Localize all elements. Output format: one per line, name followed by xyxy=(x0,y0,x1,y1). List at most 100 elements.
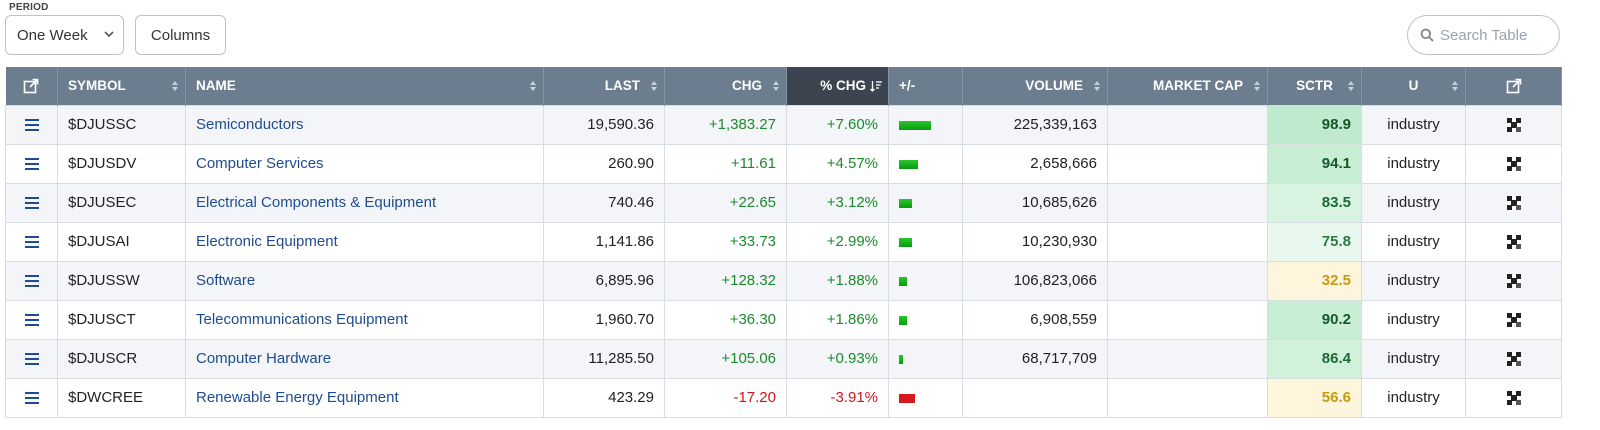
open-charts-column-header[interactable] xyxy=(1465,67,1562,105)
volume-cell: 68,717,709 xyxy=(962,338,1108,379)
change-bar xyxy=(899,315,907,325)
pct-chg-cell: -3.91% xyxy=(786,377,889,418)
last-cell: 6,895.96 xyxy=(543,260,665,301)
volume-cell: 6,908,559 xyxy=(962,299,1108,340)
chart-link-button[interactable] xyxy=(1465,182,1562,223)
market-cap-header-label: MARKET CAP xyxy=(1153,78,1243,94)
table-row[interactable]: $DJUSDV Computer Services 260.90 +11.61 +4.5… xyxy=(5,143,1562,184)
period-select[interactable]: One Week xyxy=(5,15,124,55)
last-cell: 1,960.70 xyxy=(543,299,665,340)
chart-link-button[interactable] xyxy=(1465,377,1562,418)
chg-cell: +36.30 xyxy=(664,299,787,340)
chart-link-button[interactable] xyxy=(1465,221,1562,262)
chg-column-header[interactable]: CHG xyxy=(664,67,787,105)
chart-icon xyxy=(1506,313,1521,328)
name-link[interactable]: Telecommunications Equipment xyxy=(185,299,544,340)
chart-link-button[interactable] xyxy=(1465,260,1562,301)
row-menu-button[interactable] xyxy=(5,143,58,184)
plus-minus-cell xyxy=(888,377,963,418)
chart-link-button[interactable] xyxy=(1465,338,1562,379)
table-header-row: SYMBOL NAME LAST CHG % CHG xyxy=(5,67,1562,105)
market-cap-cell xyxy=(1107,221,1268,262)
table-row[interactable]: $DJUSSW Software 6,895.96 +128.32 +1.88% 106,… xyxy=(5,260,1562,301)
plus-minus-cell xyxy=(888,338,963,379)
market-cap-cell xyxy=(1107,143,1268,184)
hamburger-menu-icon xyxy=(24,119,39,132)
symbol-cell: $DJUSDV xyxy=(57,143,186,184)
market-cap-cell xyxy=(1107,338,1268,379)
last-column-header[interactable]: LAST xyxy=(543,67,665,105)
name-link[interactable]: Computer Services xyxy=(185,143,544,184)
chg-cell: +105.06 xyxy=(664,338,787,379)
row-menu-button[interactable] xyxy=(5,104,58,145)
chg-cell: -17.20 xyxy=(664,377,787,418)
pct-chg-column-header[interactable]: % CHG xyxy=(786,67,889,105)
name-link[interactable]: Electronic Equipment xyxy=(185,221,544,262)
row-menu-button[interactable] xyxy=(5,221,58,262)
row-menu-button[interactable] xyxy=(5,377,58,418)
plus-minus-cell xyxy=(888,104,963,145)
table-row[interactable]: $DWCREE Renewable Energy Equipment 423.29-… xyxy=(5,377,1562,418)
chart-icon xyxy=(1506,118,1521,133)
sort-arrows-icon xyxy=(172,81,178,91)
open-all-column-header[interactable] xyxy=(5,67,58,105)
columns-button[interactable]: Columns xyxy=(135,15,226,55)
table-row[interactable]: $DJUSEC Electrical Components & Equipment… xyxy=(5,182,1562,223)
table-row[interactable]: $DJUSSC Semiconductors 19,590.36 +1,383.27 +… xyxy=(5,104,1562,145)
market-cap-cell xyxy=(1107,377,1268,418)
hamburger-menu-icon xyxy=(24,314,39,327)
row-menu-button[interactable] xyxy=(5,299,58,340)
row-menu-button[interactable] xyxy=(5,182,58,223)
sort-descending-icon xyxy=(870,81,882,92)
u-cell: industry xyxy=(1361,221,1466,262)
chart-link-button[interactable] xyxy=(1465,299,1562,340)
table-row[interactable]: $DJUSAI Electronic Equipment 1,141.86 +33.7… xyxy=(5,221,1562,262)
name-column-header[interactable]: NAME xyxy=(185,67,544,105)
symbol-cell: $DJUSEC xyxy=(57,182,186,223)
change-bar xyxy=(899,276,907,286)
plus-minus-column-header[interactable]: +/- xyxy=(888,67,963,105)
market-cap-column-header[interactable]: MARKET CAP xyxy=(1107,67,1268,105)
volume-column-header[interactable]: VOLUME xyxy=(962,67,1108,105)
chart-link-button[interactable] xyxy=(1465,104,1562,145)
last-cell: 11,285.50 xyxy=(543,338,665,379)
row-menu-button[interactable] xyxy=(5,260,58,301)
u-column-header[interactable]: U xyxy=(1361,67,1466,105)
table-row[interactable]: $DJUSCT Telecommunications Equipment 1,960… xyxy=(5,299,1562,340)
sort-arrows-icon xyxy=(530,81,536,91)
period-select-value: One Week xyxy=(17,26,88,44)
chg-cell: +128.32 xyxy=(664,260,787,301)
sctr-cell: 98.9 xyxy=(1267,104,1362,145)
table-row[interactable]: $DJUSCR Computer Hardware 11,285.50 +105.06… xyxy=(5,338,1562,379)
name-link[interactable]: Electrical Components & Equipment xyxy=(185,182,544,223)
chart-icon xyxy=(1506,352,1521,367)
name-link[interactable]: Semiconductors xyxy=(185,104,544,145)
hamburger-menu-icon xyxy=(24,158,39,171)
name-link[interactable]: Renewable Energy Equipment xyxy=(185,377,544,418)
last-cell: 260.90 xyxy=(543,143,665,184)
name-link[interactable]: Software xyxy=(185,260,544,301)
search-input[interactable]: Search Table xyxy=(1407,15,1560,55)
sort-arrows-icon xyxy=(1348,81,1354,91)
chart-icon xyxy=(1506,391,1521,406)
last-cell: 740.46 xyxy=(543,182,665,223)
chg-cell: +1,383.27 xyxy=(664,104,787,145)
change-bar xyxy=(899,198,912,208)
pct-chg-cell: +3.12% xyxy=(786,182,889,223)
sctr-column-header[interactable]: SCTR xyxy=(1267,67,1362,105)
plus-minus-cell xyxy=(888,260,963,301)
symbol-column-header[interactable]: SYMBOL xyxy=(57,67,186,105)
change-bar xyxy=(899,237,912,247)
market-cap-cell xyxy=(1107,182,1268,223)
symbol-cell: $DJUSSW xyxy=(57,260,186,301)
row-menu-button[interactable] xyxy=(5,338,58,379)
hamburger-menu-icon xyxy=(24,197,39,210)
name-header-label: NAME xyxy=(196,78,236,94)
symbol-cell: $DJUSCT xyxy=(57,299,186,340)
chart-link-button[interactable] xyxy=(1465,143,1562,184)
chg-cell: +22.65 xyxy=(664,182,787,223)
pct-chg-cell: +2.99% xyxy=(786,221,889,262)
volume-cell: 10,230,930 xyxy=(962,221,1108,262)
symbol-header-label: SYMBOL xyxy=(68,78,126,94)
name-link[interactable]: Computer Hardware xyxy=(185,338,544,379)
